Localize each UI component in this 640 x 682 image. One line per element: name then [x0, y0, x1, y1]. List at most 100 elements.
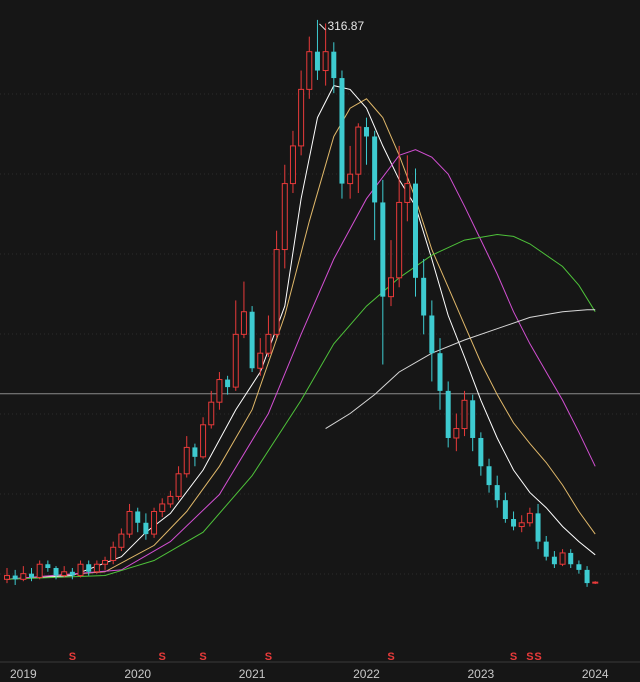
candle-body	[36, 563, 43, 578]
dividend-mark: S	[159, 651, 166, 663]
candle-body	[387, 277, 394, 298]
candle	[576, 560, 582, 574]
candle-body	[232, 333, 239, 388]
candle	[461, 390, 468, 437]
candle	[535, 503, 541, 550]
candle	[110, 541, 117, 565]
candle	[225, 375, 231, 395]
candle	[126, 503, 133, 538]
candle	[380, 179, 386, 365]
candle	[281, 164, 288, 269]
candle	[69, 568, 75, 580]
dividend-mark: S	[199, 651, 206, 663]
candle-body	[421, 277, 427, 316]
candle-body	[372, 136, 378, 203]
x-tick-label: 2024	[582, 667, 609, 681]
candle-body	[314, 51, 320, 71]
candle	[445, 381, 451, 448]
candle-body	[53, 568, 59, 576]
candle-body	[306, 51, 313, 90]
dividend-mark: S	[534, 651, 541, 663]
candle-body	[4, 575, 10, 580]
dividend-mark: S	[387, 651, 394, 663]
x-axis-ticks: 2019 2020 2021 2022 2023 2024	[10, 667, 609, 681]
candle-body	[208, 401, 215, 426]
candle	[387, 240, 394, 307]
candle	[518, 515, 525, 533]
candle-body	[429, 315, 435, 354]
candle-body	[478, 437, 484, 467]
moving-average-ma3	[6, 149, 596, 580]
candle-body	[347, 173, 354, 185]
candle	[208, 390, 215, 429]
candle	[53, 566, 59, 580]
candle-body	[298, 88, 305, 147]
x-tick-label: 2022	[353, 667, 380, 681]
candle-body	[551, 556, 557, 565]
candle	[86, 560, 92, 576]
candle	[511, 511, 517, 531]
candle-body	[486, 466, 492, 486]
candle-body	[118, 533, 125, 548]
candle	[470, 394, 476, 452]
candle	[93, 560, 100, 574]
candle	[298, 70, 305, 156]
candle	[249, 306, 255, 373]
candle	[175, 466, 182, 501]
candle-body	[216, 379, 223, 403]
candle-body	[445, 390, 451, 438]
candle	[429, 300, 435, 382]
candle	[167, 490, 174, 508]
candle-body	[355, 126, 362, 175]
candle-body	[584, 569, 590, 584]
candle	[273, 230, 280, 339]
candle-body	[143, 522, 149, 535]
candle	[20, 566, 27, 582]
candle-body	[502, 500, 508, 520]
candle	[592, 581, 599, 585]
candle-body	[568, 552, 574, 565]
candle	[29, 568, 35, 582]
candle-body	[404, 183, 411, 203]
peak-value-label: 316.87	[327, 19, 364, 33]
candle	[257, 338, 264, 376]
x-tick-label: 2020	[124, 667, 151, 681]
candle-body	[559, 552, 566, 565]
candle-body	[526, 512, 533, 524]
candle	[551, 551, 557, 569]
candle	[363, 117, 369, 165]
candle	[494, 475, 500, 508]
candle	[437, 338, 443, 410]
candle-body	[331, 51, 337, 79]
candle	[502, 492, 508, 523]
candle-body	[494, 485, 500, 501]
candle	[216, 372, 223, 410]
candle	[526, 507, 533, 527]
candle	[331, 42, 337, 94]
candle-body	[240, 311, 247, 335]
candle	[12, 569, 18, 585]
candle-body	[167, 495, 174, 505]
dividend-mark: S	[265, 651, 272, 663]
candle-body	[281, 183, 288, 251]
candle	[421, 258, 427, 335]
candle	[568, 549, 574, 569]
grid-lines	[0, 93, 640, 575]
candle-body	[413, 183, 418, 278]
dividend-mark: S	[69, 651, 76, 663]
candle	[306, 36, 313, 99]
candle-body	[257, 352, 264, 369]
candle-body	[535, 513, 541, 542]
candle	[559, 549, 566, 567]
candle	[314, 19, 320, 80]
candle-body	[225, 379, 231, 388]
x-tick-label: 2019	[10, 667, 37, 681]
candle	[372, 130, 378, 241]
candle-body	[200, 424, 207, 458]
moving-average-ma1	[6, 85, 596, 580]
candle	[135, 507, 141, 533]
candle-body	[339, 78, 345, 184]
candle	[232, 300, 239, 391]
candle	[339, 70, 345, 199]
candle	[192, 443, 198, 467]
